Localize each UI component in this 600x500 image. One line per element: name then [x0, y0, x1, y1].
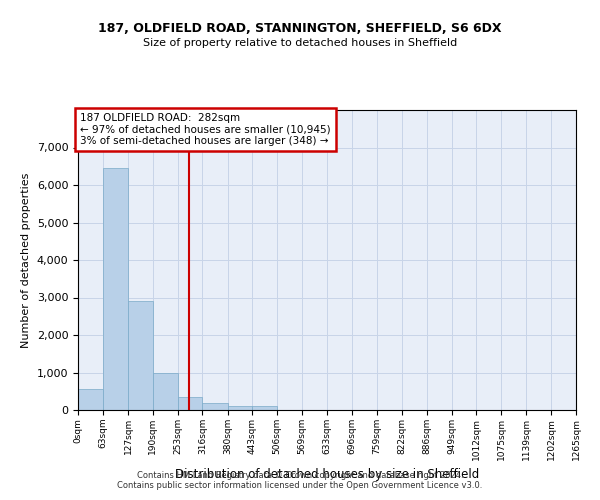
- Text: 187 OLDFIELD ROAD:  282sqm
← 97% of detached houses are smaller (10,945)
3% of s: 187 OLDFIELD ROAD: 282sqm ← 97% of detac…: [80, 113, 331, 146]
- Y-axis label: Number of detached properties: Number of detached properties: [21, 172, 31, 348]
- X-axis label: Distribution of detached houses by size in Sheffield: Distribution of detached houses by size …: [175, 468, 479, 481]
- Bar: [178, 397, 202, 410]
- Bar: [253, 406, 277, 410]
- Bar: [227, 406, 253, 410]
- Text: Size of property relative to detached houses in Sheffield: Size of property relative to detached ho…: [143, 38, 457, 48]
- Bar: [153, 373, 178, 410]
- Bar: [103, 168, 128, 410]
- Text: Contains HM Land Registry data © Crown copyright and database right 2024.
Contai: Contains HM Land Registry data © Crown c…: [118, 470, 482, 490]
- Bar: [128, 301, 153, 410]
- Text: 187, OLDFIELD ROAD, STANNINGTON, SHEFFIELD, S6 6DX: 187, OLDFIELD ROAD, STANNINGTON, SHEFFIE…: [98, 22, 502, 36]
- Bar: [78, 389, 103, 410]
- Bar: [202, 404, 227, 410]
